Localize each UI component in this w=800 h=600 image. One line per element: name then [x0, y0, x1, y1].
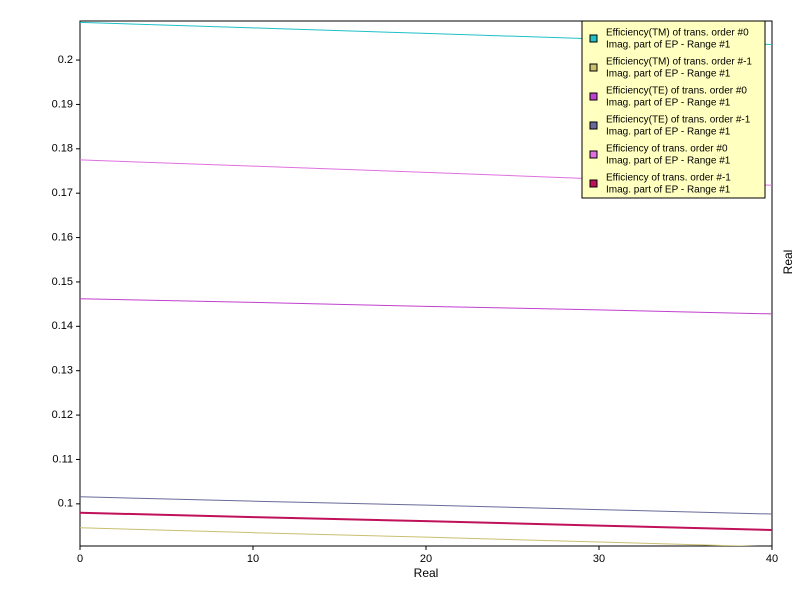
plot-lines: [80, 21, 772, 546]
legend-label: Efficiency(TM) of trans. order #0: [606, 28, 749, 39]
series-line: [80, 298, 772, 315]
legend-label: Efficiency(TM) of trans. order #-1: [606, 57, 752, 68]
legend-detail: Imag. part of EP - Range #1: [606, 40, 731, 51]
legend-swatch: [589, 63, 598, 72]
legend-label: Efficiency(TE) of trans. order #0: [606, 86, 747, 97]
y-tick-label: 0.14: [52, 320, 73, 332]
x-tick-label: 0: [77, 553, 83, 565]
legend-label: Efficiency of trans. order #-1: [606, 173, 731, 184]
legend-detail: Imag. part of EP - Range #1: [606, 185, 731, 196]
legend-swatch: [589, 92, 598, 101]
y-tick-label: 0.11: [52, 453, 73, 465]
legend-detail: Imag. part of EP - Range #1: [606, 156, 731, 167]
y-tick-label: 0.17: [52, 187, 73, 199]
legend-detail: Imag. part of EP - Range #1: [606, 98, 731, 109]
legend-box: [581, 20, 766, 199]
y-tick-label: 0.19: [52, 98, 73, 110]
x-tick-label: 40: [766, 553, 778, 565]
y-tick-label: 0.15: [52, 276, 73, 288]
y-tick-label: 0.13: [52, 365, 73, 377]
legend-label: Efficiency(TE) of trans. order #-1: [606, 115, 751, 126]
series-line: [80, 527, 759, 546]
legend-detail: Imag. part of EP - Range #1: [606, 69, 731, 80]
y-tick-label: 0.2: [58, 54, 73, 66]
legend-swatch: [589, 121, 598, 130]
series-line: [80, 511, 772, 532]
legend-swatch: [589, 34, 598, 43]
x-tick-label: 20: [420, 553, 432, 565]
legend-label: Efficiency of trans. order #0: [606, 144, 728, 155]
x-tick-label: 10: [247, 553, 259, 565]
y-tick-label: 0.12: [52, 409, 73, 421]
legend-swatch: [589, 179, 598, 188]
legend-detail: Imag. part of EP - Range #1: [606, 127, 731, 138]
y-tick-label: 0.16: [52, 231, 73, 243]
legend-swatch: [589, 150, 598, 159]
series-line: [80, 496, 772, 515]
x-tick-label: 30: [593, 553, 605, 565]
y-tick-label: 0.18: [52, 143, 73, 155]
y2-axis-title: Real: [781, 250, 795, 275]
x-axis-title: Real: [414, 566, 439, 580]
y-tick-label: 0.1: [58, 498, 73, 510]
